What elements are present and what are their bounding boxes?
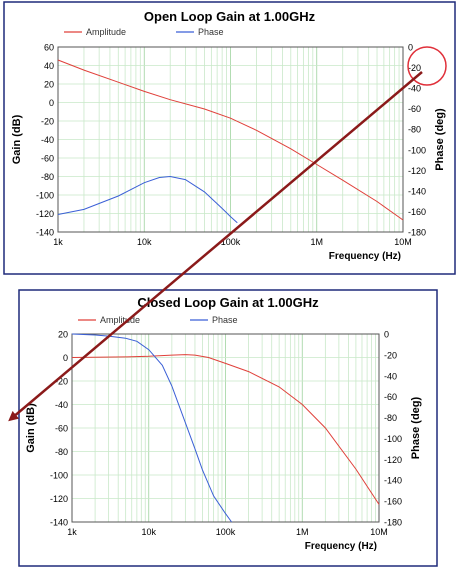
- grid: [72, 334, 379, 522]
- y2-axis-label: Phase (deg): [434, 108, 446, 171]
- y-tick-label: -20: [41, 117, 54, 127]
- series-line-phase: [71, 333, 233, 523]
- y-tick-label: -20: [55, 377, 68, 387]
- y-tick-label: -100: [36, 191, 54, 201]
- y2-tick-label: -180: [384, 518, 402, 528]
- legend-label-amplitude: Amplitude: [100, 315, 140, 325]
- y2-tick-label: -100: [408, 145, 426, 155]
- y-tick-label: -120: [36, 209, 54, 219]
- y2-tick-label: -40: [408, 84, 421, 94]
- y-tick-label: 0: [63, 353, 68, 363]
- y-tick-label: 60: [44, 43, 54, 53]
- plot-area: [71, 333, 380, 523]
- y2-tick-label: -80: [408, 125, 421, 135]
- x-tick-label: 100k: [216, 527, 236, 537]
- chart-title: Open Loop Gain at 1.00GHz: [144, 9, 316, 24]
- closed-loop-gain-chart: Closed Loop Gain at 1.00GHz Amplitude Phas…: [18, 289, 438, 567]
- y2-tick-label: -160: [384, 497, 402, 507]
- y2-tick-label: -100: [384, 434, 402, 444]
- y2-tick-label: -60: [384, 392, 397, 402]
- y2-tick-label: -180: [408, 228, 426, 238]
- x-tick-label: 10M: [394, 237, 412, 247]
- y-tick-label: 20: [58, 330, 68, 340]
- y2-axis-label: Phase (deg): [410, 396, 422, 459]
- x-tick-label: 1k: [67, 527, 77, 537]
- x-tick-label: 1M: [310, 237, 323, 247]
- legend-label-phase: Phase: [212, 315, 238, 325]
- y2-tick-label: -160: [408, 207, 426, 217]
- annotation-arrow: [8, 71, 423, 422]
- y2-tick-label: -60: [408, 104, 421, 114]
- y2-tick-label: -20: [408, 63, 421, 73]
- legend-label-phase: Phase: [198, 27, 224, 37]
- y-tick-label: -60: [55, 424, 68, 434]
- x-tick-label: 1k: [53, 237, 63, 247]
- y-tick-label: -80: [55, 447, 68, 457]
- y-tick-label: -80: [41, 172, 54, 182]
- x-tick-label: 10k: [137, 237, 152, 247]
- y-tick-label: -140: [36, 228, 54, 238]
- y2-tick-label: -120: [408, 166, 426, 176]
- y-tick-label: -140: [50, 518, 68, 528]
- open-loop-gain-chart: Open Loop Gain at 1.00GHz Amplitude Phase 6…: [3, 1, 456, 275]
- y-axis-label: Gain (dB): [11, 114, 23, 164]
- y-tick-label: -100: [50, 471, 68, 481]
- x-tick-label: 10M: [370, 527, 388, 537]
- y-tick-label: -40: [41, 135, 54, 145]
- x-tick-label: 1M: [296, 527, 309, 537]
- y2-tick-label: 0: [408, 43, 413, 53]
- y2-tick-label: -80: [384, 413, 397, 423]
- series-line-amplitude: [71, 354, 380, 505]
- x-axis-label: Frequency (Hz): [329, 251, 401, 262]
- x-tick-label: 10k: [141, 527, 156, 537]
- y2-tick-label: -20: [384, 350, 397, 360]
- x-axis-label: Frequency (Hz): [305, 541, 377, 552]
- legend-label-amplitude: Amplitude: [86, 27, 126, 37]
- y-tick-label: -40: [55, 400, 68, 410]
- x-tick-label: 100k: [221, 237, 241, 247]
- y-axis-label: Gain (dB): [25, 403, 37, 453]
- series-line-amplitude: [57, 59, 404, 221]
- series-line-phase: [57, 175, 238, 224]
- y2-tick-label: -120: [384, 455, 402, 465]
- y-tick-label: -60: [41, 154, 54, 164]
- y-tick-label: 20: [44, 80, 54, 90]
- y2-tick-label: 0: [384, 330, 389, 340]
- y2-tick-label: -140: [384, 476, 402, 486]
- y-tick-label: 40: [44, 61, 54, 71]
- highlight-circle: [407, 46, 447, 86]
- y2-tick-label: -140: [408, 186, 426, 196]
- y2-tick-label: -40: [384, 371, 397, 381]
- chart-title: Closed Loop Gain at 1.00GHz: [137, 295, 319, 310]
- y-tick-label: -120: [50, 494, 68, 504]
- y-tick-label: 0: [49, 98, 54, 108]
- grid: [58, 47, 403, 232]
